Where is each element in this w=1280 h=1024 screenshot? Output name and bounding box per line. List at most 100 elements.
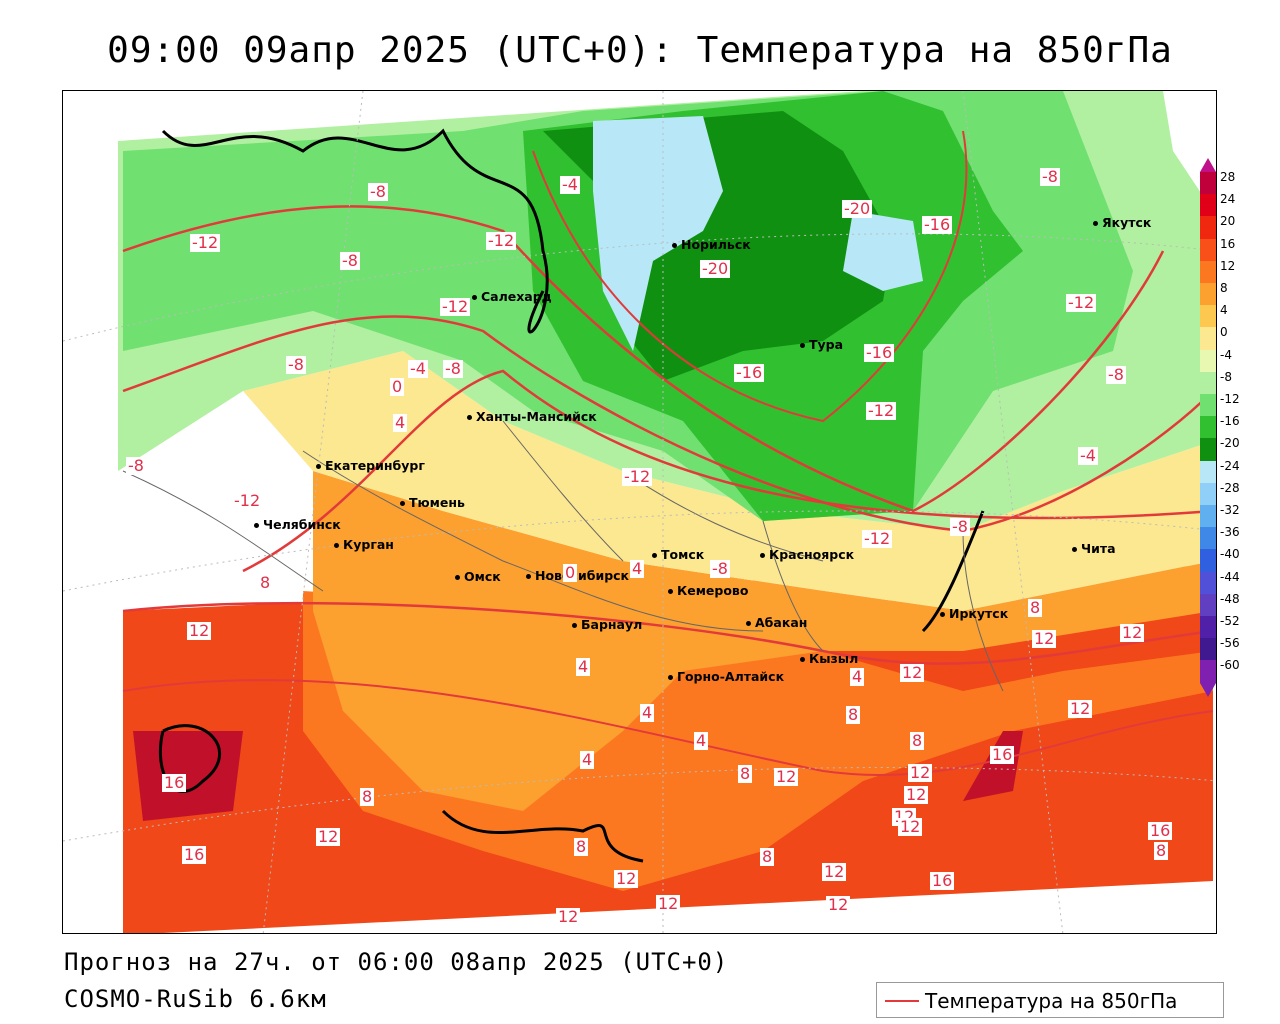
contour-value-label: -8: [286, 355, 306, 374]
scale-label: -4: [1220, 347, 1232, 362]
scale-label: -60: [1220, 658, 1240, 673]
city-label: Кемерово: [668, 583, 748, 598]
city-marker-icon: [472, 295, 477, 300]
contour-value-label: 8: [846, 705, 861, 724]
scale-label: 20: [1220, 214, 1236, 229]
legend: Температура на 850гПа: [876, 982, 1224, 1018]
city-label: Томск: [652, 547, 704, 562]
contour-value-label: 4: [640, 703, 655, 722]
contour-value-label: -12: [1066, 293, 1097, 312]
scale-swatch: [1200, 460, 1216, 484]
map-area: [62, 90, 1217, 934]
scale-label: -20: [1220, 436, 1240, 451]
city-marker-icon: [334, 543, 339, 548]
contour-value-label: -8: [1106, 365, 1126, 384]
contour-value-label: -12: [866, 401, 897, 420]
scale-swatch: [1200, 394, 1216, 417]
map-title: 09:00 09апр 2025 (UTC+0): Температура на…: [107, 30, 1173, 71]
contour-value-label: 12: [614, 869, 639, 888]
city-marker-icon: [1093, 221, 1098, 226]
contour-value-label: 4: [580, 750, 595, 769]
contour-value-label: 16: [990, 745, 1015, 764]
city-marker-icon: [254, 523, 259, 528]
contour-value-label: -8: [1040, 167, 1060, 186]
city-label: Иркутск: [940, 606, 1008, 621]
model-name: COSMO-RuSib 6.6км: [64, 985, 327, 1013]
scale-swatch: [1200, 660, 1216, 684]
city-label: Чита: [1072, 541, 1116, 556]
scale-swatch: [1200, 305, 1216, 328]
city-name: Красноярск: [769, 547, 855, 562]
contour-value-label: 8: [360, 787, 375, 806]
scale-swatch: [1200, 616, 1216, 639]
city-label: Тюмень: [400, 495, 465, 510]
city-name: Томск: [661, 547, 705, 562]
city-name: Екатеринбург: [325, 458, 425, 473]
contour-value-label: -8: [443, 359, 463, 378]
contour-value-label: 0: [390, 377, 405, 396]
contour-12: [122, 679, 1214, 777]
legend-line-swatch: [885, 1000, 919, 1002]
contour-value-label: 8: [258, 573, 273, 592]
scale-label: -56: [1220, 636, 1240, 651]
scale-swatch: [1200, 638, 1216, 661]
city-name: Тура: [809, 337, 844, 352]
scale-label: 28: [1220, 170, 1236, 184]
scale-label: -16: [1220, 414, 1240, 429]
contour-value-label: -4: [1078, 446, 1098, 465]
contour-value-label: 12: [1068, 699, 1093, 718]
contour-value-label: -12: [440, 297, 471, 316]
contour-value-label: 8: [1028, 598, 1043, 617]
scale-swatch: [1200, 194, 1216, 217]
scale-swatch: [1200, 327, 1216, 351]
city-name: Новосибирск: [535, 568, 630, 583]
city-marker-icon: [400, 501, 405, 506]
contour-value-label: -8: [710, 559, 730, 578]
contour-value-label: 12: [898, 817, 923, 836]
scale-swatch: [1200, 371, 1216, 395]
scale-label: -52: [1220, 614, 1240, 628]
scale-swatch: [1200, 260, 1216, 284]
scale-bottom-arrow: [1200, 682, 1216, 697]
contour-value-label: 12: [774, 767, 799, 786]
contour-value-label: 8: [1154, 841, 1169, 860]
city-marker-icon: [455, 575, 460, 580]
city-marker-icon: [467, 415, 472, 420]
temperature-map: [63, 91, 1216, 933]
scale-swatch: [1200, 216, 1216, 240]
contour-value-label: 8: [574, 837, 589, 856]
scale-label: -44: [1220, 569, 1240, 584]
city-label: Салехард: [472, 289, 552, 304]
contour-value-label: 4: [850, 667, 865, 686]
scale-label: -48: [1220, 591, 1240, 606]
city-name: Кемерово: [677, 583, 749, 598]
contour-minus12: [122, 205, 1165, 513]
city-marker-icon: [760, 553, 765, 558]
city-marker-icon: [672, 243, 677, 248]
city-name: Курган: [343, 537, 394, 552]
scale-label: 4: [1220, 303, 1228, 318]
contour-value-label: 16: [1148, 821, 1173, 840]
contour-value-label: 12: [187, 621, 212, 640]
city-label: Абакан: [746, 615, 807, 630]
city-label: Омск: [455, 569, 501, 584]
city-label: Челябинск: [254, 517, 341, 532]
scale-swatch: [1200, 172, 1216, 195]
contour-value-label: 12: [822, 862, 847, 881]
city-marker-icon: [940, 612, 945, 617]
city-label: Норильск: [672, 237, 751, 252]
city-label: Новосибирск: [526, 568, 629, 583]
contour-value-label: 12: [1032, 629, 1057, 648]
scale-label: -12: [1220, 392, 1240, 406]
city-label: Ханты-Мансийск: [467, 409, 597, 424]
scale-swatch: [1200, 438, 1216, 462]
coastline: [161, 128, 549, 334]
scale-label: 12: [1220, 258, 1236, 273]
zone-neutral: [243, 351, 1213, 611]
city-name: Ханты-Мансийск: [476, 409, 597, 424]
city-name: Абакан: [755, 615, 808, 630]
city-marker-icon: [1072, 547, 1077, 552]
scale-label: -40: [1220, 547, 1240, 562]
contour-value-label: 4: [393, 413, 408, 432]
city-marker-icon: [526, 574, 531, 579]
